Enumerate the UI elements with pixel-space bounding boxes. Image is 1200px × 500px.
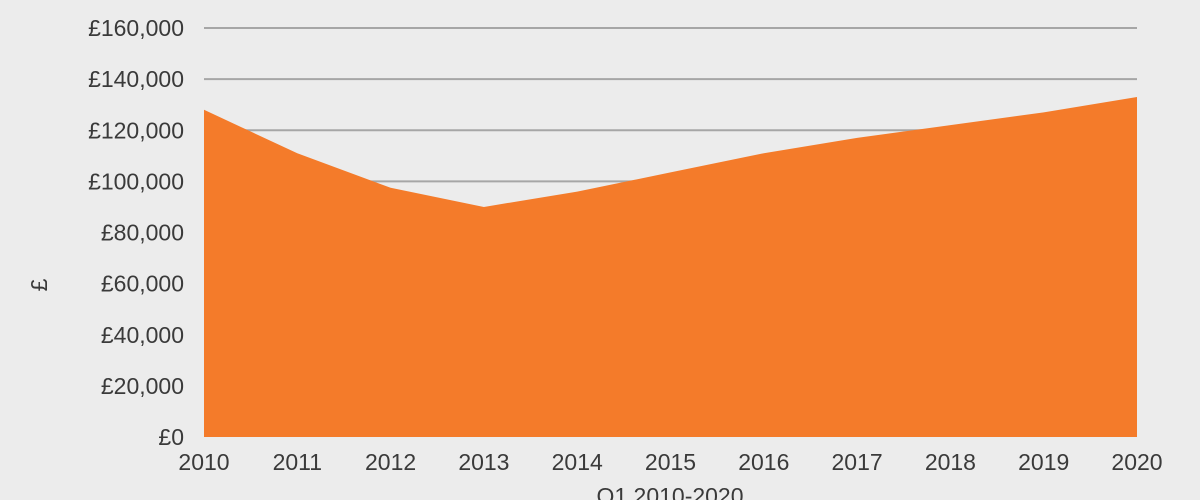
x-axis-tick-labels: 2010 2011 2012 2013 2014 2015 2016 2017 2018 2019… (178, 449, 1162, 475)
x-tick-label: 2010 (178, 449, 229, 475)
x-tick-label: 2012 (365, 449, 416, 475)
y-tick-label: £60,000 (101, 271, 184, 297)
x-tick-label: 2011 (273, 449, 322, 475)
x-tick-label: 2013 (458, 449, 509, 475)
x-tick-label: 2020 (1111, 449, 1162, 475)
y-tick-label: £160,000 (88, 15, 184, 41)
x-tick-label: 2015 (645, 449, 696, 475)
y-axis-tick-labels: £0 £20,000 £40,000 £60,000 £80,000 £100,000 £1… (88, 15, 184, 450)
x-axis-title: Q1 2010-2020 (596, 483, 743, 500)
x-tick-label: 2019 (1018, 449, 1069, 475)
y-tick-label: £0 (158, 424, 184, 450)
x-tick-label: 2016 (738, 449, 789, 475)
y-tick-label: £100,000 (88, 168, 184, 194)
area-fill (204, 97, 1137, 438)
x-tick-label: 2017 (832, 449, 883, 475)
y-axis-title: £ (26, 278, 52, 291)
y-tick-label: £20,000 (101, 373, 184, 399)
y-tick-label: £40,000 (101, 322, 184, 348)
y-tick-label: £80,000 (101, 220, 184, 246)
area-series (204, 97, 1137, 438)
y-tick-label: £120,000 (88, 117, 184, 143)
x-tick-label: 2018 (925, 449, 976, 475)
x-tick-label: 2014 (552, 449, 603, 475)
y-tick-label: £140,000 (88, 66, 184, 92)
